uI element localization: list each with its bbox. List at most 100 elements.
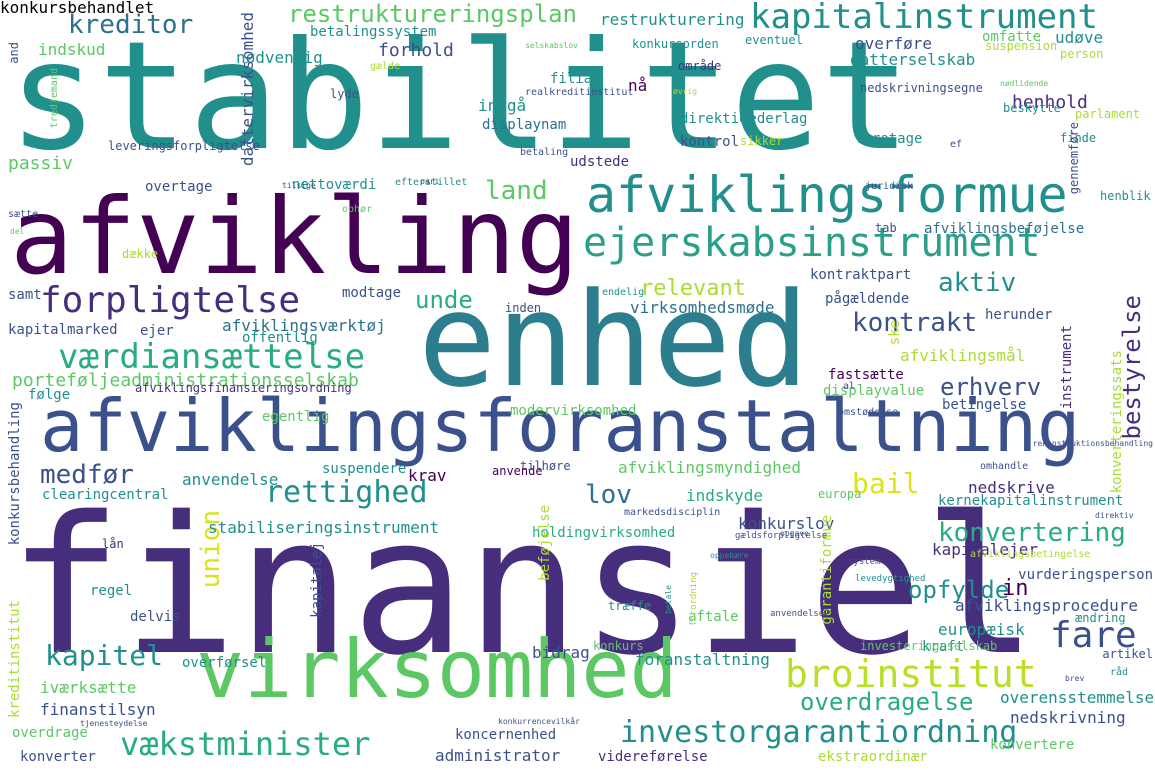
word-henblik: henblik	[1100, 189, 1151, 203]
word-opfylde: opfylde	[908, 576, 1010, 604]
word-overfore: overføre	[855, 34, 933, 53]
word-konverteringssats: konverteringssats	[1109, 350, 1125, 494]
word-krav: krav	[408, 466, 447, 485]
word-realkreditinstitut: realkreditinstitut	[525, 87, 634, 98]
word-nodlidende: nødlidende	[1000, 79, 1049, 88]
word-konverter: konverter	[20, 749, 96, 765]
word-restrukturering: restrukturering	[600, 10, 745, 29]
word-aendring: ændring	[1075, 611, 1126, 625]
word-foranstaltning: foranstaltning	[635, 650, 770, 669]
word-afviklingsbetingelse: afviklingsbetingelse	[970, 549, 1091, 560]
word-koncernenhed: koncernenhed	[455, 727, 557, 743]
word-fastsaette: fastsætte	[828, 367, 904, 383]
word-virksomhed: virksomhed	[196, 623, 678, 716]
word-pari: pari	[420, 177, 440, 186]
word-vaerdiansaettelse: værdiansættelse	[58, 337, 366, 377]
word-ivaerksaette: iværksætte	[40, 678, 137, 697]
word-viderefoerelse: videreførelse	[598, 749, 708, 765]
word-forhold: forhold	[378, 40, 454, 61]
word-holdingvirksomhed: holdingvirksomhed	[532, 525, 676, 541]
word-kreditinstitut: kreditinstitut	[7, 600, 23, 719]
word-anvende: anvende	[492, 464, 543, 478]
word-vaekstminister: vækstminister	[120, 725, 371, 763]
word-finde: finde	[1060, 131, 1097, 145]
word-afviklingsvaerktoj: afviklingsværktøj	[222, 316, 386, 335]
word-pagaeldende: pågældende	[825, 291, 910, 307]
word-ef: ef	[950, 139, 963, 150]
word-modtage: modtage	[342, 285, 402, 301]
word-parlament: parlament	[1075, 107, 1141, 121]
word-befojelse: beføjelse	[537, 505, 553, 581]
word-nedskrivningsegne: nedskrivningsegne	[860, 81, 983, 95]
word-konkurrencevilkar: konkurrencevilkår	[498, 717, 580, 726]
word-udove: udøve	[1055, 28, 1104, 47]
word-afviklingsbefojelse: afviklingsbeføjelse	[924, 221, 1085, 237]
word-rad: råd	[1110, 667, 1129, 678]
word-leveringsforpligtelse: leveringsforpligtelse	[108, 139, 260, 153]
word-anvendelse: anvendelse	[182, 470, 279, 489]
word-ovrig: øvrig	[673, 87, 698, 96]
word-kontrakt: kontrakt	[852, 308, 978, 338]
word-artikel: artikel	[1102, 647, 1153, 661]
word-afviklingsformue: afviklingsformue	[586, 166, 1068, 224]
word-direktion: direktion	[680, 111, 756, 127]
word-daekke: dække	[122, 247, 159, 261]
word-tilsige: tilsige	[282, 181, 316, 190]
word-restruktureringsplan: restruktureringsplan	[288, 0, 577, 28]
word-europaeisk: europæisk	[938, 620, 1025, 639]
word-tilhore: tilhøre	[520, 459, 571, 473]
word-offentlig: offentlig	[242, 330, 318, 346]
word-virksomhedsmode: virksomhedsmøde	[630, 298, 775, 317]
word-ejer: ejer	[140, 323, 174, 339]
word-betalingssystem: betalingssystem	[310, 24, 437, 40]
word-ophor: ophør	[342, 204, 373, 215]
word-juridisk: juridisk	[865, 181, 914, 192]
word-enhed: enhed	[418, 264, 810, 416]
word-kreditor: kreditor	[68, 10, 194, 40]
word-suspendere: suspendere	[322, 461, 407, 477]
word-stabilitet: stabilitet	[8, 10, 912, 184]
word-delvis: delvis	[130, 609, 181, 625]
word-nodvendig: nødvendig	[236, 48, 323, 67]
word-tjenesteydelse: tjenesteydelse	[80, 719, 148, 728]
word-markedsdisciplin: markedsdisciplin	[624, 507, 721, 518]
word-datterselskab: datterselskab	[850, 50, 976, 69]
word-aftale: aftale	[688, 609, 739, 625]
word-land: land	[485, 176, 548, 206]
word-rettighed: rettighed	[265, 475, 428, 510]
word-investorgarantiordning: investorgarantiordning	[620, 715, 1018, 750]
word-forpligtelse: forpligtelse	[40, 280, 301, 321]
word-forordning: forordning	[689, 572, 699, 627]
word-kraft: kraft	[922, 639, 965, 655]
word-ekstraordinaer: ekstraordinær	[818, 749, 928, 765]
word-sikker: sikker	[740, 134, 784, 148]
word-endelig: endelig	[602, 287, 645, 298]
word-afviklingsmyndighed: afviklingsmyndighed	[618, 458, 802, 477]
word-eventuel: eventuel	[745, 33, 803, 47]
word-broinstitut: broinstitut	[785, 652, 1037, 696]
word-instrument: instrument	[1059, 325, 1075, 410]
word-konvertering: konvertering	[938, 518, 1126, 548]
word-displaynam: displaynam	[482, 117, 567, 133]
word-and: and	[7, 42, 21, 64]
word-tab: tab	[875, 221, 897, 235]
word-person: person	[1060, 47, 1104, 61]
word-henhold: henhold	[1012, 92, 1088, 113]
word-vederlag: vederlag	[740, 111, 808, 127]
word-folge: følge	[28, 387, 71, 403]
word-konkurslov: konkurslov	[738, 514, 835, 533]
word-inden: inden	[505, 301, 542, 315]
word-lov: lov	[585, 480, 632, 510]
word-konkursbehandling: konkursbehandling	[7, 402, 23, 546]
word-suspension: suspension	[985, 39, 1058, 53]
word-gennemfore: gennemføre	[1067, 122, 1081, 195]
word-levedygtighed: levedygtighed	[855, 574, 926, 584]
word-overdrage: overdrage	[12, 725, 88, 741]
word-passiv: passiv	[8, 153, 74, 174]
word-indskyde: indskyde	[686, 486, 764, 505]
word-traeffe: træffe	[608, 599, 652, 613]
word-overdragelse: overdragelse	[800, 688, 974, 716]
word-stabiliseringsinstrument: stabiliseringsinstrument	[208, 518, 440, 537]
word-finansiel: finansiel	[8, 476, 1038, 697]
